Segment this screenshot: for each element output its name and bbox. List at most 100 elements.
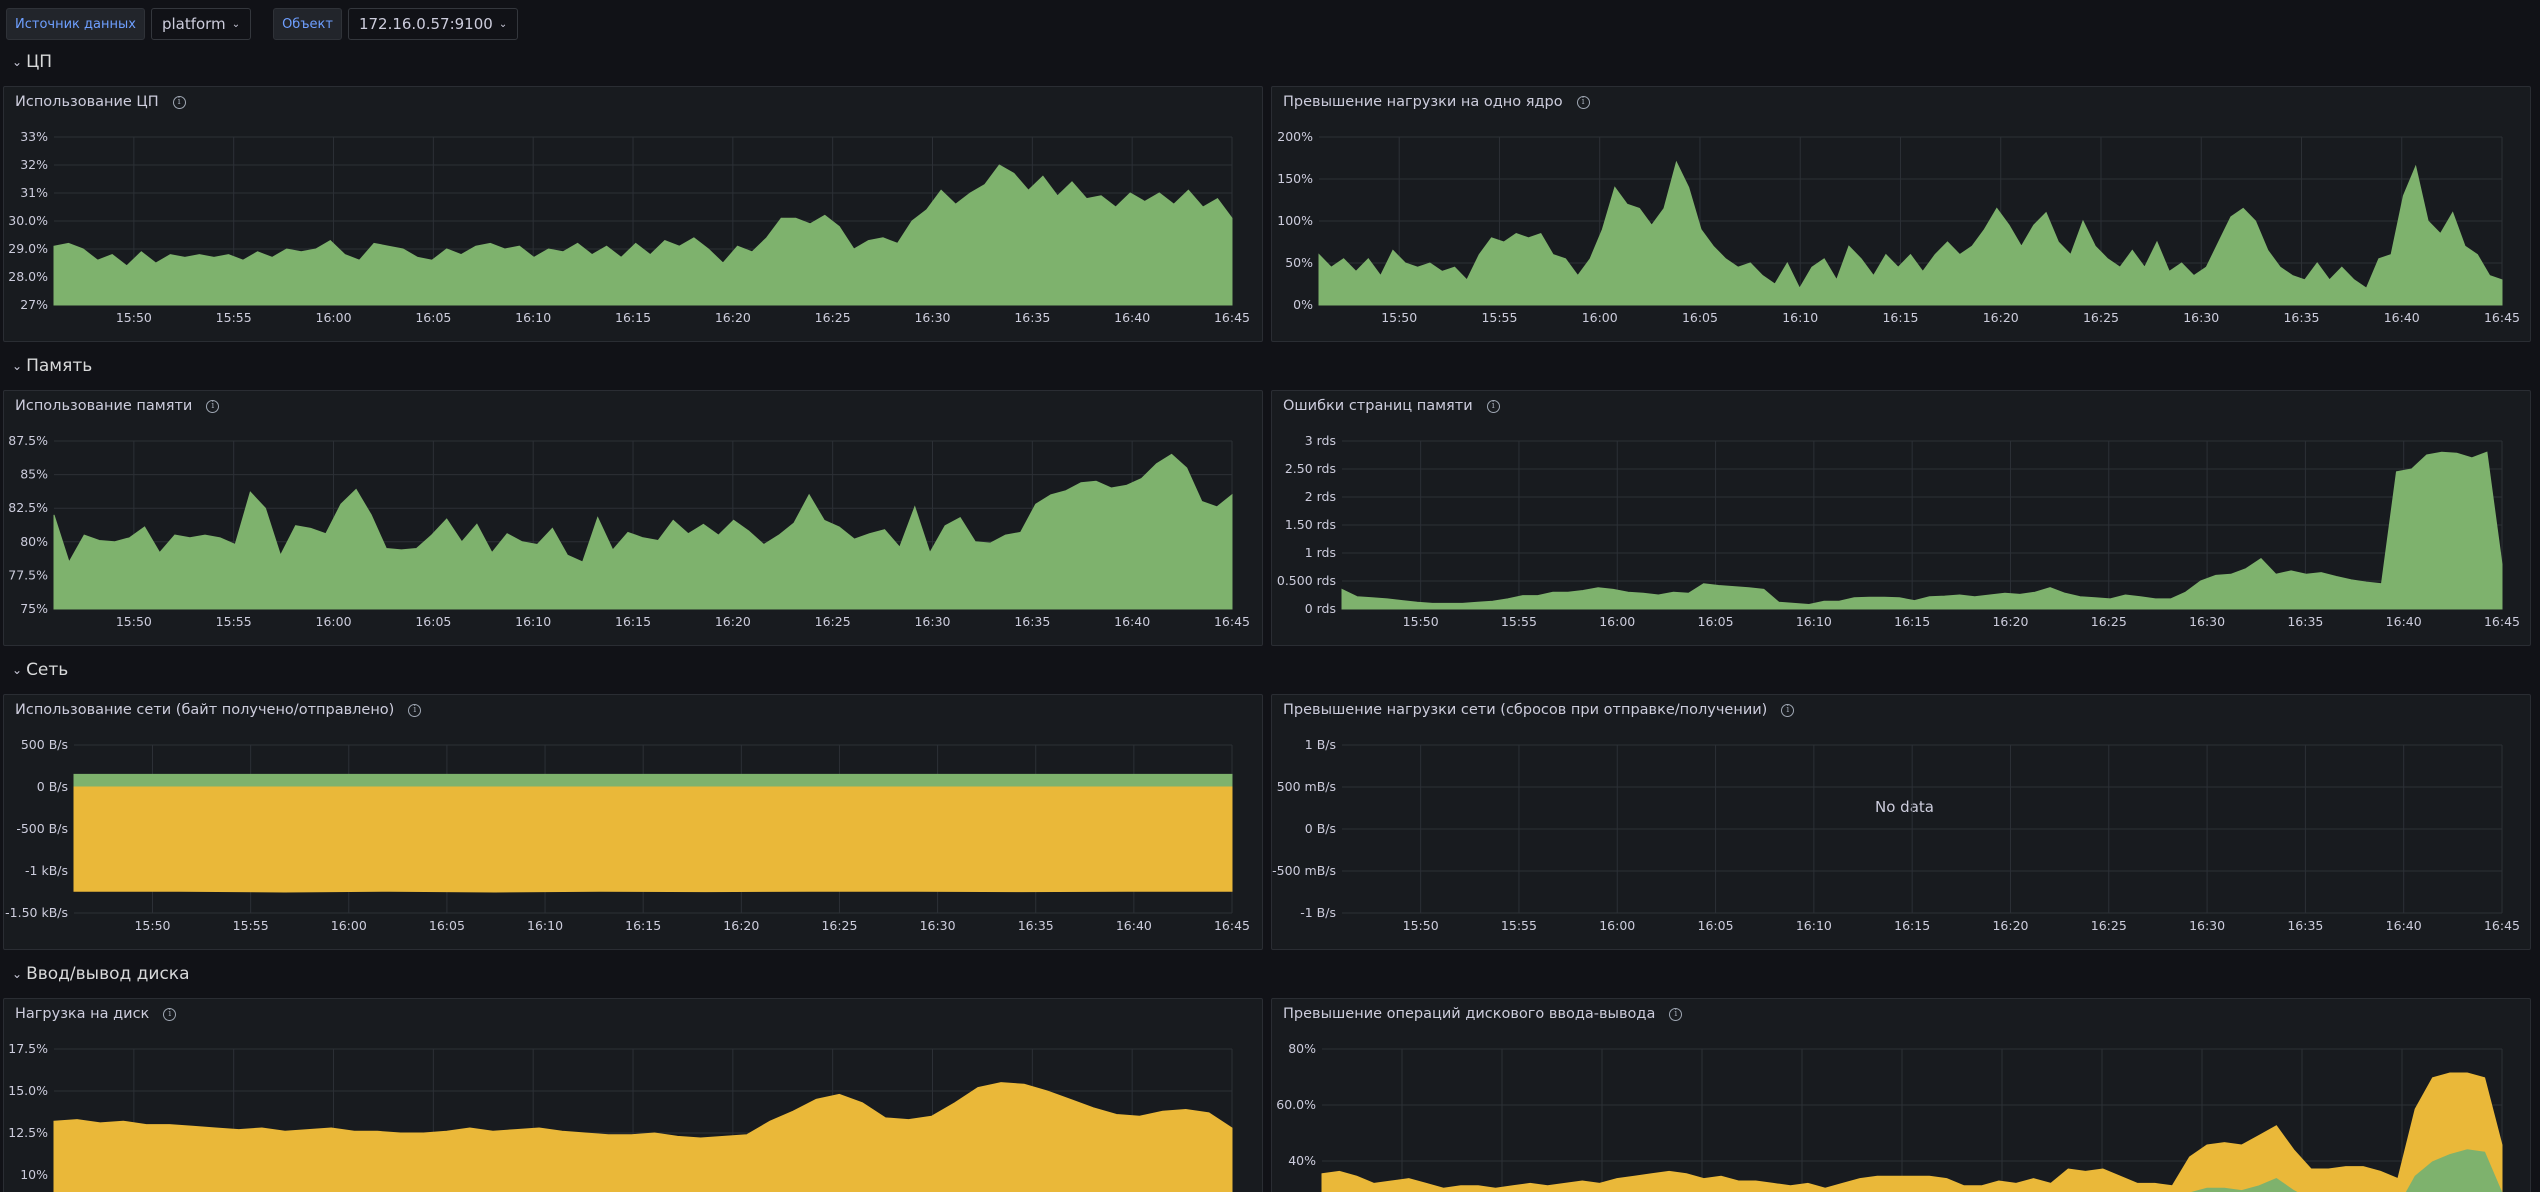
- info-icon[interactable]: i: [206, 399, 220, 413]
- panel-title-text: Ошибки страниц памяти: [1283, 398, 1473, 414]
- x-tick-label: 16:15: [625, 918, 661, 933]
- x-tick-label: 16:20: [715, 614, 751, 629]
- panel-title: Использование сети (байт получено/отправ…: [15, 702, 422, 718]
- chart-svg: 80%60.0%40%20%: [1276, 1041, 2503, 1192]
- y-tick-label: 82.5%: [8, 500, 48, 515]
- panel-title-text: Использование ЦП: [15, 94, 159, 110]
- x-tick-label: 15:55: [1501, 614, 1537, 629]
- panel-memory-faults[interactable]: Ошибки страниц памяти i 3 rds 2.50 rds 2 r…: [1271, 390, 2531, 646]
- x-tick-label: 16:25: [2083, 310, 2119, 325]
- row-memory[interactable]: ⌄ Память: [12, 356, 92, 376]
- x-tick-label: 15:50: [1403, 614, 1439, 629]
- panel-disk-usage[interactable]: Нагрузка на диск i 17.5%15.0%12.5%10%7.5…: [3, 998, 1263, 1192]
- x-tick-label: 15:50: [116, 310, 152, 325]
- x-tick-label: 16:00: [316, 310, 352, 325]
- chart-svg: 17.5%15.0%12.5%10%7.50%: [8, 1041, 1233, 1192]
- y-tick-label: -1 kB/s: [25, 863, 68, 878]
- panel-title: Превышение нагрузки сети (сбросов при от…: [1283, 702, 1795, 718]
- y-tick-label: 1.50 rds: [1285, 517, 1336, 532]
- panel-network-usage[interactable]: Использование сети (байт получено/отправ…: [3, 694, 1263, 950]
- x-tick-label: 16:00: [1582, 310, 1618, 325]
- object-select[interactable]: 172.16.0.57:9100 ⌄: [347, 8, 519, 40]
- x-tick-label: 16:30: [920, 918, 956, 933]
- chart-svg: 200% 150% 100% 50% 0% 15:50 15:55 16:00 16:05 16:…: [1277, 129, 2520, 325]
- chevron-down-icon: ⌄: [12, 967, 23, 981]
- x-tick-label: 16:20: [1992, 614, 2028, 629]
- panel-title-text: Использование сети (байт получено/отправ…: [15, 702, 395, 718]
- row-disk-title: Ввод/вывод диска: [26, 964, 190, 984]
- info-icon[interactable]: i: [408, 703, 422, 717]
- chevron-down-icon: ⌄: [231, 18, 241, 30]
- y-tick-label: 77.5%: [8, 567, 48, 582]
- x-tick-label: 16:15: [615, 310, 651, 325]
- row-network[interactable]: ⌄ Сеть: [12, 660, 68, 680]
- y-tick-label: 75%: [20, 601, 48, 616]
- x-tick-label: 16:45: [2484, 918, 2520, 933]
- x-tick-label: 16:15: [1894, 918, 1930, 933]
- x-tick-label: 16:00: [1599, 918, 1635, 933]
- y-tick-label: 0%: [1293, 297, 1313, 312]
- y-tick-label: 85%: [20, 467, 48, 482]
- x-tick-label: 15:55: [216, 614, 252, 629]
- x-tick-label: 16:25: [821, 918, 857, 933]
- series-area-main: [53, 164, 1233, 306]
- x-tick-label: 15:50: [1381, 310, 1417, 325]
- x-tick-label: 16:35: [1014, 614, 1050, 629]
- info-icon[interactable]: i: [163, 1007, 177, 1021]
- x-tick-label: 16:20: [1992, 918, 2028, 933]
- series-area-yellow: [53, 1082, 1233, 1192]
- y-tick-label: 200%: [1277, 129, 1313, 144]
- x-tick-label: 16:05: [1682, 310, 1718, 325]
- y-tick-label: 2.50 rds: [1285, 461, 1336, 476]
- x-tick-label: 16:25: [815, 614, 851, 629]
- x-tick-label: 16:00: [316, 614, 352, 629]
- x-tick-label: 16:30: [914, 614, 950, 629]
- x-tick-label: 16:25: [2091, 918, 2127, 933]
- info-icon[interactable]: i: [172, 95, 186, 109]
- y-tick-label: -1.50 kB/s: [5, 905, 68, 920]
- y-tick-label: 31%: [20, 185, 48, 200]
- panel-memory-usage[interactable]: Использование памяти i 87.5% 85% 82.5% 80% 7…: [3, 390, 1263, 646]
- x-tick-label: 16:25: [2091, 614, 2127, 629]
- x-tick-label: 16:15: [615, 614, 651, 629]
- info-icon[interactable]: i: [1781, 703, 1795, 717]
- x-tick-label: 16:10: [1796, 918, 1832, 933]
- x-tick-label: 16:10: [1782, 310, 1818, 325]
- series-area-main: [1341, 451, 2503, 610]
- panel-title-text: Нагрузка на диск: [15, 1006, 150, 1022]
- panel-network-saturation[interactable]: Превышение нагрузки сети (сбросов при от…: [1271, 694, 2531, 950]
- info-icon[interactable]: i: [1576, 95, 1590, 109]
- panel-disk-saturation[interactable]: Превышение операций дискового ввода-выво…: [1271, 998, 2531, 1192]
- chevron-down-icon: ⌄: [12, 359, 23, 373]
- info-icon[interactable]: i: [1486, 399, 1500, 413]
- y-tick-label: 80%: [20, 534, 48, 549]
- row-disk[interactable]: ⌄ Ввод/вывод диска: [12, 964, 189, 984]
- y-tick-label: 1 rds: [1305, 545, 1336, 560]
- x-tick-label: 16:05: [429, 918, 465, 933]
- datasource-select[interactable]: platform ⌄: [150, 8, 252, 40]
- y-tick-label: 29.0%: [8, 241, 48, 256]
- info-icon[interactable]: i: [1669, 1007, 1683, 1021]
- x-tick-label: 16:45: [2484, 310, 2520, 325]
- y-tick-label: 15.0%: [8, 1083, 48, 1098]
- y-tick-label: 12.5%: [8, 1125, 48, 1140]
- x-tick-label: 15:55: [1481, 310, 1517, 325]
- x-tick-label: 16:35: [2287, 614, 2323, 629]
- panel-cpu-usage[interactable]: Использование ЦП i 33% 32% 31% 30.0% 29.0% 28…: [3, 86, 1263, 342]
- y-tick-label: 0 rds: [1305, 601, 1336, 616]
- x-tick-label: 16:20: [715, 310, 751, 325]
- panel-title: Использование ЦП i: [15, 94, 186, 110]
- x-tick-label: 16:35: [2283, 310, 2319, 325]
- x-tick-label: 16:35: [1014, 310, 1050, 325]
- series-area-received: [73, 773, 1233, 788]
- y-tick-label: 33%: [20, 129, 48, 144]
- panel-cpu-saturation[interactable]: Превышение нагрузки на одно ядро i 200% 1…: [1271, 86, 2531, 342]
- chart-svg: 33% 32% 31% 30.0% 29.0% 28.0% 27% 15:50 15:55 16:…: [8, 129, 1250, 325]
- x-tick-label: 16:20: [723, 918, 759, 933]
- x-tick-label: 16:40: [2386, 614, 2422, 629]
- y-tick-label: 10%: [20, 1167, 48, 1182]
- row-cpu[interactable]: ⌄ ЦП: [12, 52, 52, 72]
- x-tick-label: 16:45: [1214, 918, 1250, 933]
- x-tick-label: 16:30: [2183, 310, 2219, 325]
- x-tick-label: 16:10: [1796, 614, 1832, 629]
